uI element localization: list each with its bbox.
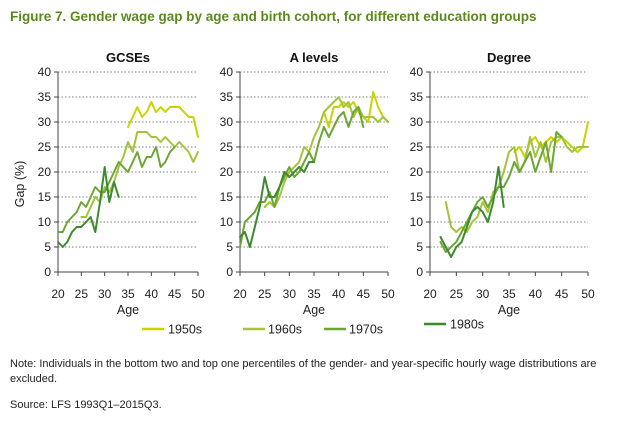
y-tick-label: 35 bbox=[38, 90, 52, 104]
y-tick-label: 5 bbox=[226, 240, 233, 254]
y-tick-label: 10 bbox=[38, 215, 52, 229]
series-line-1950s bbox=[322, 91, 389, 128]
y-tick-label: 40 bbox=[410, 65, 424, 79]
x-tick-label: 20 bbox=[51, 287, 65, 301]
figure-source: Source: LFS 1993Q1–2015Q3. bbox=[10, 399, 162, 411]
x-tick-label: 50 bbox=[581, 287, 595, 301]
y-tick-label: 25 bbox=[38, 140, 52, 154]
legend-label: 1960s bbox=[268, 323, 302, 337]
series-line-1980s bbox=[239, 161, 315, 248]
panel-title: GCSEs bbox=[106, 50, 150, 65]
y-tick-label: 40 bbox=[38, 65, 52, 79]
y-tick-label: 10 bbox=[220, 215, 234, 229]
series-line-1950s bbox=[127, 101, 199, 138]
y-tick-label: 30 bbox=[410, 115, 424, 129]
x-tick-label: 50 bbox=[191, 287, 205, 301]
legend-label: 1950s bbox=[168, 323, 202, 337]
figure-title: Figure 7. Gender wage gap by age and bir… bbox=[10, 9, 537, 24]
y-tick-label: 20 bbox=[220, 165, 234, 179]
panel-title: A levels bbox=[290, 50, 339, 65]
series-line-1970s bbox=[239, 106, 365, 248]
legend: 1950s 1960s 1970s 1980s bbox=[142, 318, 484, 337]
y-tick-label: 25 bbox=[220, 140, 234, 154]
x-tick-label: 45 bbox=[357, 287, 371, 301]
y-tick-label: 5 bbox=[416, 240, 423, 254]
series-line-1980s bbox=[57, 166, 120, 248]
x-tick-label: 40 bbox=[332, 287, 346, 301]
x-tick-label: 40 bbox=[145, 287, 159, 301]
panel-gcses: GCSEs 0 5 10 15 20 25 30 35 40 20 25 30 35 40 45 50 Age Ga… bbox=[13, 50, 205, 317]
panel-degree: Degree 0 5 10 15 20 25 30 35 40 20 25 30 35 40 45 50 Age bbox=[410, 50, 595, 317]
x-tick-label: 25 bbox=[75, 287, 89, 301]
panel-title: Degree bbox=[487, 50, 531, 65]
legend-item-1980s: 1980s bbox=[424, 318, 484, 332]
y-tick-label: 35 bbox=[410, 90, 424, 104]
x-axis-title: Age bbox=[498, 303, 520, 317]
y-tick-label: 30 bbox=[220, 115, 234, 129]
legend-item-1950s: 1950s bbox=[142, 323, 202, 337]
x-tick-label: 25 bbox=[450, 287, 464, 301]
x-tick-label: 30 bbox=[98, 287, 112, 301]
y-tick-label: 0 bbox=[416, 265, 423, 279]
y-tick-label: 20 bbox=[38, 165, 52, 179]
x-tick-label: 45 bbox=[555, 287, 569, 301]
y-axis-title: Gap (%) bbox=[13, 161, 27, 208]
y-tick-label: 5 bbox=[44, 240, 51, 254]
y-tick-label: 25 bbox=[410, 140, 424, 154]
y-tick-label: 15 bbox=[220, 190, 234, 204]
x-tick-label: 45 bbox=[168, 287, 182, 301]
y-tick-label: 20 bbox=[410, 165, 424, 179]
x-tick-label: 35 bbox=[121, 287, 135, 301]
series-line-1960s bbox=[263, 96, 389, 208]
y-tick-label: 15 bbox=[410, 190, 424, 204]
x-tick-label: 25 bbox=[258, 287, 272, 301]
series-line-1980s bbox=[439, 166, 505, 258]
panel-a-levels: A levels 0 5 10 15 20 25 30 35 40 20 25 30 35 40 45 50 Ag… bbox=[220, 50, 395, 317]
x-tick-label: 35 bbox=[502, 287, 516, 301]
y-tick-label: 15 bbox=[38, 190, 52, 204]
x-tick-label: 35 bbox=[307, 287, 321, 301]
legend-item-1970s: 1970s bbox=[324, 323, 383, 337]
y-tick-label: 0 bbox=[226, 265, 233, 279]
legend-label: 1980s bbox=[450, 318, 484, 332]
x-tick-label: 40 bbox=[529, 287, 543, 301]
legend-item-1960s: 1960s bbox=[243, 323, 302, 337]
y-tick-label: 30 bbox=[38, 115, 52, 129]
x-tick-label: 50 bbox=[381, 287, 395, 301]
y-tick-label: 35 bbox=[220, 90, 234, 104]
x-tick-label: 20 bbox=[423, 287, 437, 301]
x-axis-title: Age bbox=[117, 303, 139, 317]
y-tick-label: 40 bbox=[220, 65, 234, 79]
figure-note: Note: Individuals in the bottom two and … bbox=[10, 358, 597, 385]
legend-label: 1970s bbox=[349, 323, 383, 337]
x-axis-title: Age bbox=[303, 303, 325, 317]
x-tick-label: 20 bbox=[233, 287, 247, 301]
y-tick-label: 10 bbox=[410, 215, 424, 229]
series-line-1950s bbox=[513, 121, 589, 158]
x-tick-label: 30 bbox=[476, 287, 490, 301]
x-tick-label: 30 bbox=[283, 287, 297, 301]
y-tick-label: 0 bbox=[44, 265, 51, 279]
series-line-1960s bbox=[444, 136, 589, 233]
series-line-1970s bbox=[57, 146, 176, 233]
